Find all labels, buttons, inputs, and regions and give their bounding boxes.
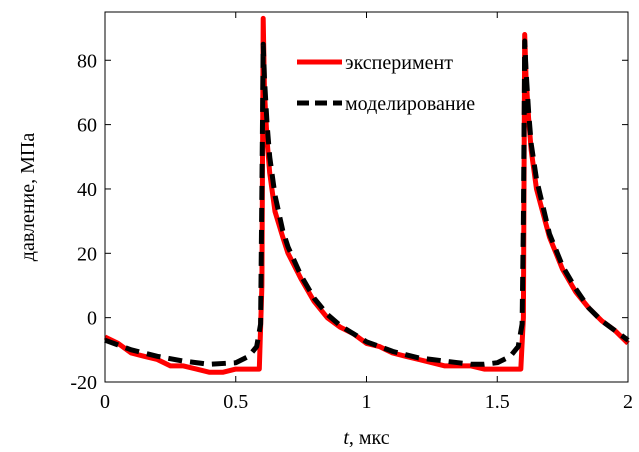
legend: эксперимент моделирование xyxy=(290,42,520,120)
series-line-model xyxy=(104,38,630,367)
x-tick-label: 0 xyxy=(100,391,110,413)
legend-label-experiment: эксперимент xyxy=(345,52,453,74)
x-axis-label-unit: , мкс xyxy=(349,427,390,449)
x-tick-label: 1 xyxy=(362,391,372,413)
y-tick-label: 80 xyxy=(77,50,97,72)
x-tick-label: 1.5 xyxy=(485,391,510,413)
x-axis-label-symbol: t xyxy=(343,427,349,449)
x-tick-label: 2 xyxy=(623,391,633,413)
y-tick-label: 20 xyxy=(77,243,97,265)
y-tick-label: -20 xyxy=(70,372,97,394)
y-axis-label: давление, МПа xyxy=(17,133,39,262)
y-tick-label: 0 xyxy=(87,308,97,330)
y-tick-label: 40 xyxy=(77,179,97,201)
x-tick-label: 0.5 xyxy=(223,391,248,413)
series-layer xyxy=(103,15,630,375)
legend-background xyxy=(290,42,520,120)
y-tick-label: 60 xyxy=(77,115,97,137)
legend-label-model: моделирование xyxy=(345,93,475,115)
x-axis-label: t, мкс xyxy=(343,427,389,449)
